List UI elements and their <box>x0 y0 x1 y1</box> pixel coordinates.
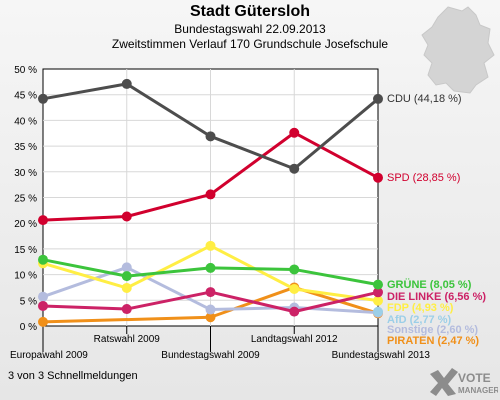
data-point <box>205 189 216 200</box>
data-point <box>289 306 300 317</box>
data-point <box>289 163 300 174</box>
data-point <box>38 254 48 265</box>
chart-subtitle-detail: Zweitstimmen Verlauf 170 Grundschule Jos… <box>111 37 389 51</box>
chart-subtitle: Bundestagswahl 22.09.2013 <box>174 22 326 36</box>
data-point <box>205 304 216 315</box>
y-tick-label: 30 % <box>14 168 37 179</box>
data-point <box>121 211 132 222</box>
logo-text-vote: VOTE <box>458 371 491 385</box>
x-tick-label: Europawahl 2009 <box>10 350 88 361</box>
data-point <box>289 127 300 138</box>
logo-text-manager: MANAGER <box>458 386 498 395</box>
series-label: Sonstige (2,60 %) <box>387 324 478 336</box>
germany-map-icon <box>421 6 495 94</box>
series-label: SPD (28,85 %) <box>387 172 460 184</box>
data-point <box>121 271 132 282</box>
x-tick-label: Bundestagswahl 2013 <box>332 350 431 361</box>
data-point <box>121 304 132 315</box>
data-point <box>205 262 216 273</box>
chart-title: Stadt Gütersloh <box>189 3 310 20</box>
y-tick-label: 35 % <box>14 142 37 153</box>
data-point <box>289 264 300 275</box>
y-tick-label: 15 % <box>14 245 37 256</box>
y-tick-label: 40 % <box>14 116 37 127</box>
data-point <box>373 295 383 306</box>
data-point <box>38 93 48 104</box>
series-label: FDP (4,93 %) <box>387 302 454 314</box>
y-tick-label: 0 % <box>20 322 37 333</box>
data-point <box>373 93 383 104</box>
data-point <box>121 282 132 293</box>
data-point <box>38 291 48 302</box>
data-point <box>205 240 216 251</box>
report-status: 3 von 3 Schnellmeldungen <box>8 370 138 382</box>
check-x-icon <box>430 368 458 396</box>
data-point <box>121 262 132 273</box>
series-label: GRÜNE (8,05 %) <box>387 278 472 291</box>
series-label: CDU (44,18 %) <box>387 93 462 105</box>
series-label: AfD (2,77 %) <box>387 314 452 326</box>
data-point <box>373 287 383 298</box>
data-point <box>373 306 383 317</box>
x-tick-label: Bundestagswahl 2009 <box>161 350 260 361</box>
y-tick-label: 50 % <box>14 65 37 76</box>
data-point <box>38 215 48 226</box>
data-point <box>38 300 48 311</box>
x-tick-label: Ratswahl 2009 <box>94 334 161 345</box>
y-tick-label: 45 % <box>14 91 37 102</box>
data-point <box>205 312 216 323</box>
data-point <box>373 172 383 183</box>
data-point <box>121 78 132 89</box>
vote-manager-logo: VOTE MANAGER <box>430 368 498 396</box>
data-point <box>289 283 300 294</box>
y-tick-label: 20 % <box>14 219 37 230</box>
y-tick-label: 25 % <box>14 194 37 205</box>
y-tick-label: 5 % <box>20 296 37 307</box>
data-point <box>38 316 48 327</box>
data-point <box>373 279 383 290</box>
x-tick-label: Landtagswahl 2012 <box>251 334 338 345</box>
data-point <box>205 287 216 298</box>
data-point <box>205 131 216 142</box>
y-tick-label: 10 % <box>14 271 37 282</box>
series-label: DIE LINKE (6,56 %) <box>387 291 486 303</box>
series-label: PIRATEN (2,47 %) <box>387 335 479 347</box>
